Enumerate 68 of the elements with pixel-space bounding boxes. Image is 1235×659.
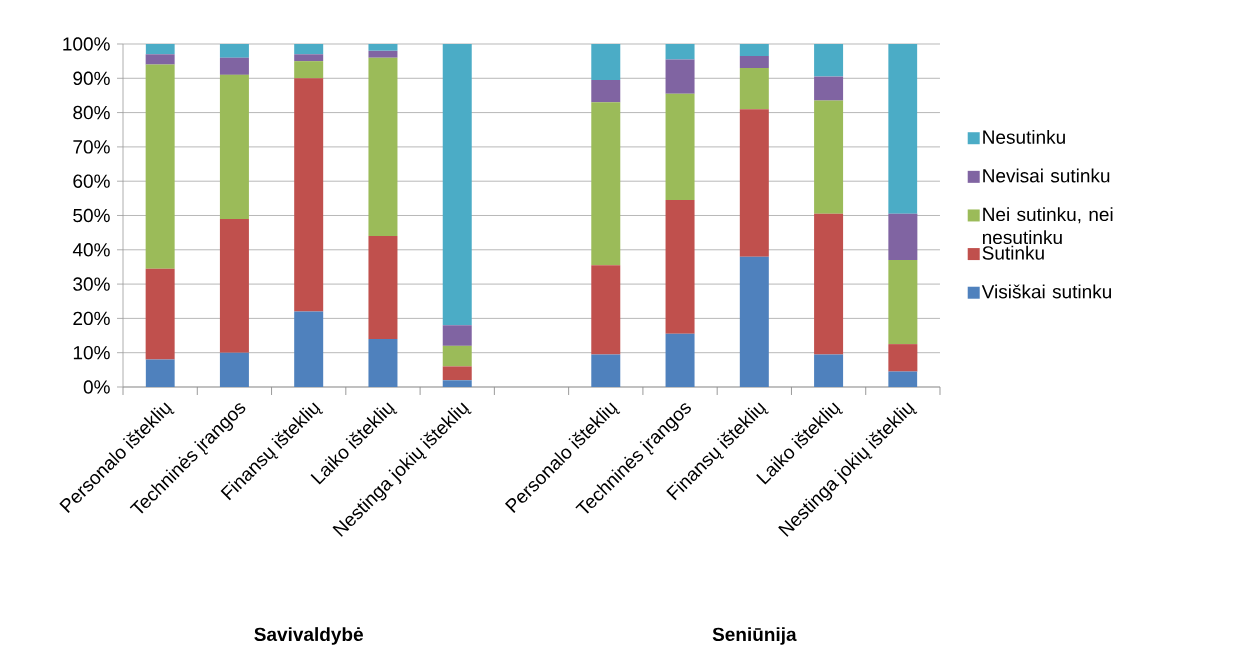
y-tick-label: 100% [63, 37, 110, 51]
bar [145, 54, 175, 65]
bar [591, 44, 621, 81]
bar [888, 260, 918, 345]
y-tick-label: 20% [73, 311, 110, 326]
bar [294, 61, 324, 79]
y-tick-label: 40% [72, 243, 110, 257]
bar [739, 256, 769, 387]
y-tick-label: 90% [73, 71, 110, 86]
bar [665, 333, 695, 387]
bar [739, 109, 769, 257]
text: Seniūnija [712, 627, 797, 645]
bar [442, 44, 472, 326]
bar [368, 236, 398, 339]
bar [219, 44, 249, 58]
bar [814, 213, 844, 355]
y-tick-label: 80% [73, 105, 110, 120]
y-tick-label: 70% [73, 140, 110, 154]
bar [591, 80, 621, 103]
bar [442, 380, 472, 387]
bar [219, 218, 249, 353]
bar [442, 345, 472, 367]
bar [814, 100, 844, 214]
y-tick-label: 0% [83, 380, 110, 394]
y-tick-label: 10% [73, 345, 110, 360]
bar [888, 44, 918, 214]
bar [814, 76, 844, 101]
bar [888, 213, 918, 261]
bar [294, 54, 324, 62]
bar [591, 102, 621, 266]
bar [739, 56, 769, 69]
bar [145, 359, 175, 387]
bar [368, 57, 398, 237]
bar [888, 371, 918, 387]
bar [145, 64, 175, 269]
bar [219, 57, 249, 75]
bar [739, 44, 769, 56]
bar [665, 93, 695, 201]
bar [739, 68, 769, 110]
bar [294, 44, 324, 55]
y-tick-label: 30% [73, 277, 110, 291]
bar [368, 50, 398, 58]
y-tick-label: 60% [73, 174, 110, 188]
legend-label: Nesutinku [983, 129, 1065, 144]
y-tick-label: 50% [73, 208, 110, 223]
bar [442, 366, 472, 381]
bar [665, 200, 695, 334]
legend-label: Sutinku [982, 245, 1044, 260]
bar [368, 44, 398, 51]
bar [294, 78, 324, 312]
bar [814, 44, 844, 77]
bar [219, 74, 249, 219]
bar [368, 338, 398, 387]
legend-label: Nei sutinku, nei nesutinku [982, 207, 1113, 245]
legend-label: Visiškai sutinku [981, 284, 1112, 299]
bar [145, 268, 175, 360]
bar [219, 352, 249, 387]
legend-label: Nevisai sutinku [983, 168, 1110, 183]
bar [665, 59, 695, 94]
bar [145, 44, 175, 55]
text: Savivaldybė [254, 627, 363, 645]
bar [665, 44, 695, 60]
bar [294, 311, 324, 387]
bar [591, 354, 621, 387]
bar [442, 325, 472, 346]
bar [591, 265, 621, 355]
bar [888, 344, 918, 372]
bar [814, 354, 844, 387]
